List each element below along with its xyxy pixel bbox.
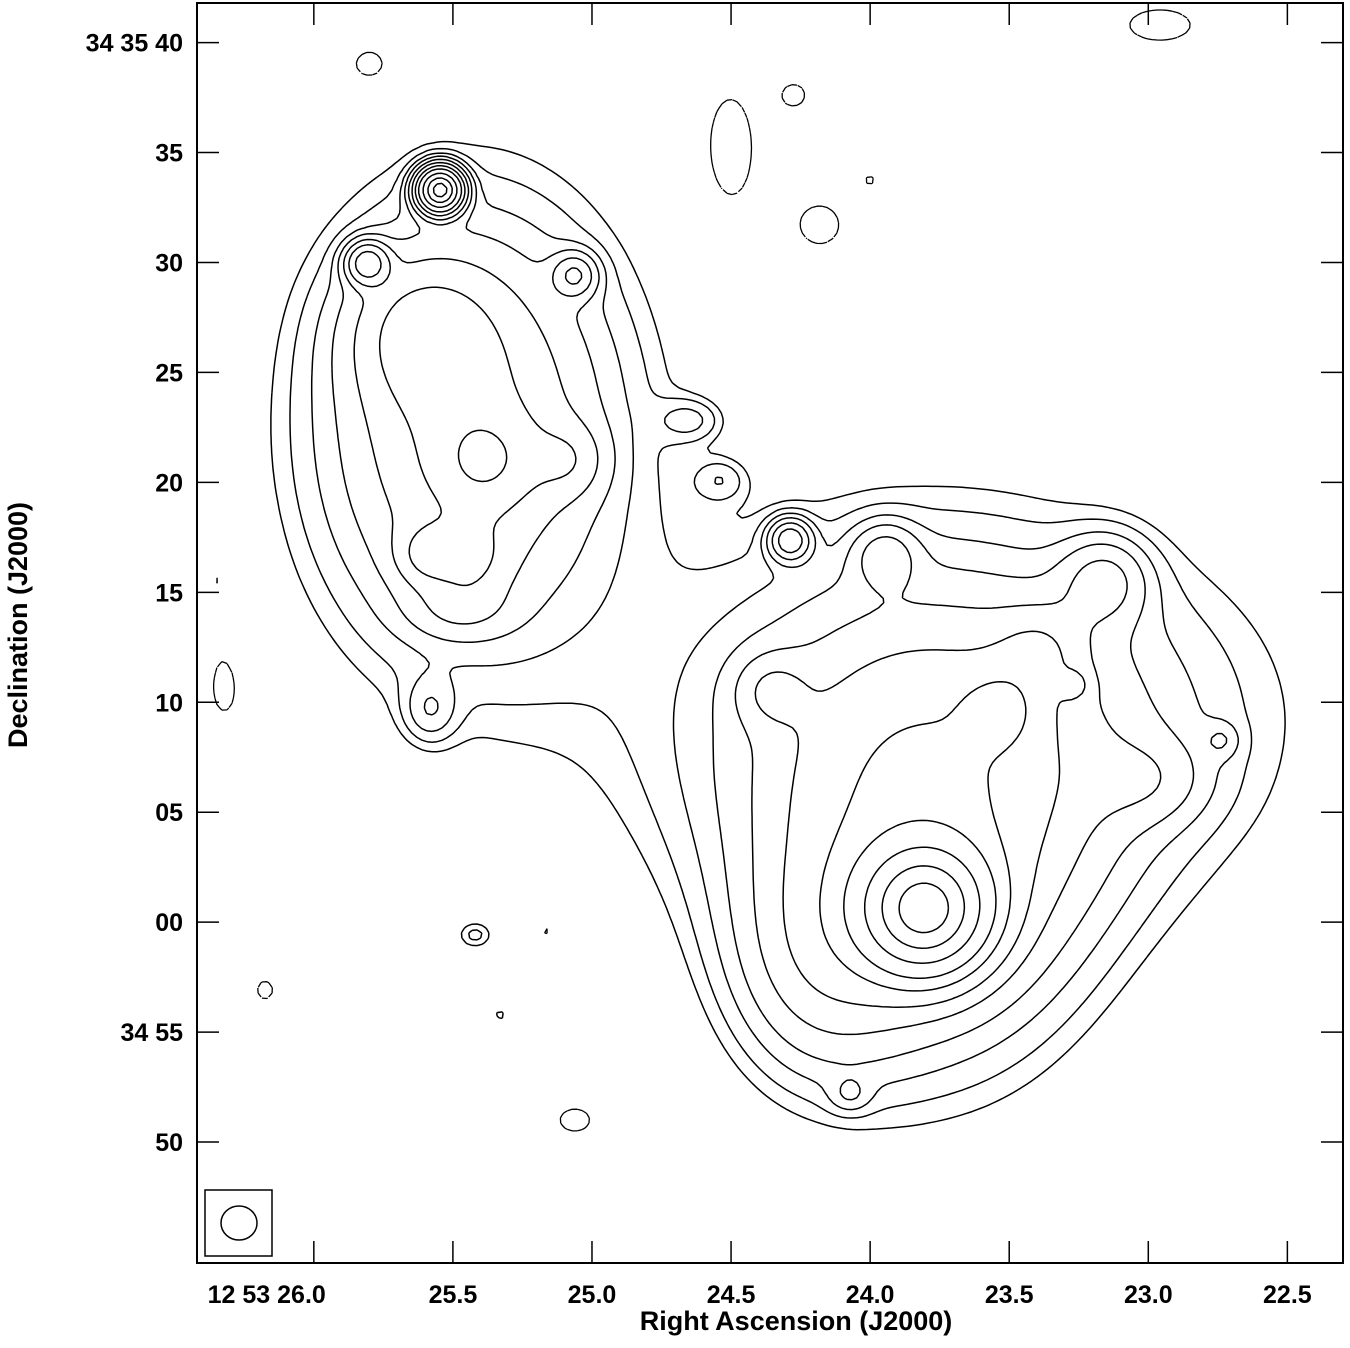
- y-axis: 34 35 40 35 30 25 20 15 10 05 00 34 55 50: [86, 30, 1343, 1157]
- y-tick-label: 35: [155, 140, 183, 168]
- y-tick-label: 34 55: [120, 1019, 183, 1047]
- x-axis-title: Right Ascension (J2000): [640, 1306, 953, 1336]
- x-tick-label: 24.0: [846, 1281, 895, 1309]
- y-tick-label: 15: [155, 579, 183, 607]
- x-tick-label: 24.5: [707, 1281, 756, 1309]
- positive-contour: [289, 147, 1253, 1119]
- positive-contour: [422, 172, 981, 965]
- y-tick-label: 10: [155, 689, 183, 717]
- positive-contour: [354, 164, 1027, 992]
- x-tick-label: 23.0: [1124, 1281, 1173, 1309]
- y-axis-title: Declination (J2000): [3, 502, 33, 748]
- positive-contour: [348, 161, 1086, 1008]
- y-tick-label: 34 35 40: [86, 30, 183, 58]
- beam-box: [204, 1189, 273, 1257]
- negative-contour: [212, 9, 1191, 1132]
- y-tick-label: 30: [155, 249, 183, 277]
- positive-contour: [427, 177, 966, 950]
- y-tick-label: 20: [155, 469, 183, 497]
- x-tick-label: 23.5: [985, 1281, 1034, 1309]
- contours: [212, 9, 1286, 1132]
- positive-contour: [432, 182, 950, 934]
- plot-frame: [196, 2, 1344, 1264]
- x-tick-label: 25.5: [429, 1281, 478, 1309]
- beam-box-frame: [204, 1189, 273, 1257]
- positive-contour: [342, 158, 1162, 1036]
- y-tick-label: 00: [155, 909, 183, 937]
- x-tick-label: 25.0: [568, 1281, 617, 1309]
- beam-ellipse: [220, 1205, 258, 1241]
- x-tick-label: 12 53 26.0: [208, 1281, 326, 1309]
- positive-contour: [270, 140, 1286, 1131]
- positive-contour: [310, 152, 1239, 1111]
- y-tick-label: 25: [155, 359, 183, 387]
- positive-contour: [331, 155, 1228, 1101]
- x-axis: 12 53 26.0 25.5 25.0 24.5 24.0 23.5 23.0 22.5: [208, 3, 1312, 1309]
- x-tick-label: 22.5: [1263, 1281, 1312, 1309]
- y-tick-label: 05: [155, 799, 183, 827]
- y-tick-label: 50: [155, 1129, 183, 1157]
- positive-contour: [417, 168, 997, 980]
